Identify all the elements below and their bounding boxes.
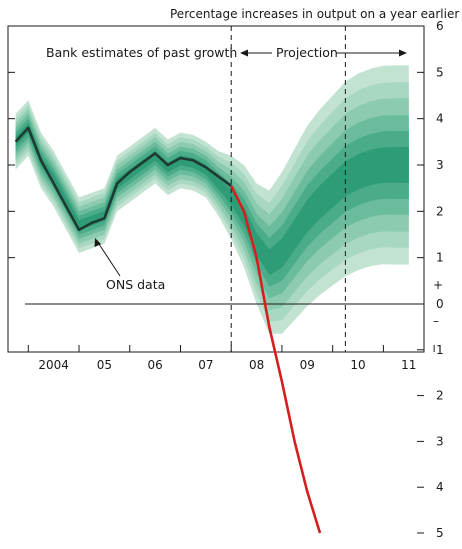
plot-frame [7,25,425,353]
projection-arrowhead-left [240,49,248,57]
past-growth-annotation: Bank estimates of past growth [46,45,237,60]
ons-data-annotation: ONS data [106,277,165,292]
ons-data-line [14,126,232,232]
x-tick-label-10: 10 [350,358,365,372]
y-tick-label-2: 2 [436,204,444,218]
x-tick-label-2004: 2004 [38,358,69,372]
x-tick-label-08: 08 [249,358,264,372]
x-tick-label-06: 06 [147,358,162,372]
y-tick-label-3: 3 [436,158,444,172]
fan-band-6 [15,122,409,276]
y-tick-label-neg-3: 3 [436,434,444,448]
x-tick-label-09: 09 [300,358,315,372]
y-tick-label-1: 1 [436,251,444,265]
x-tick-label-05: 05 [97,358,112,372]
projection-annotation: Projection [276,45,338,60]
ons-annotation-arrowhead [94,238,101,247]
x-tick-marks [27,345,435,352]
fan-bands [15,65,409,334]
y-tick-label-neg-4: 4 [436,480,444,494]
y-tick-label-6: 6 [436,19,444,33]
y-tick-label-neg-2: 2 [436,389,444,403]
fan-band-4 [15,114,409,299]
chart-title: Percentage increases in output on a year… [170,7,459,21]
y-tick-marks [8,25,424,534]
y-tick-label-0: 0 [436,297,444,311]
x-tick-label-07: 07 [198,358,213,372]
y-tick-label-4: 4 [436,112,444,126]
plus-sign: + [433,278,443,292]
minus-sign: – [433,314,439,328]
y-tick-label-neg-5: 5 [436,526,444,540]
y-tick-labels: 6 5 4 3 2 1 0 1 2 3 4 5 [436,19,444,540]
ons-annotation-arrow [96,240,121,277]
y-tick-label-neg-1: 1 [436,343,444,357]
x-tick-label-11: 11 [401,358,416,372]
projection-line [230,185,322,534]
x-tick-labels: 2004 05 06 07 08 09 10 11 [38,358,416,372]
projection-arrowhead-right [399,49,407,57]
y-tick-label-5: 5 [436,65,444,79]
